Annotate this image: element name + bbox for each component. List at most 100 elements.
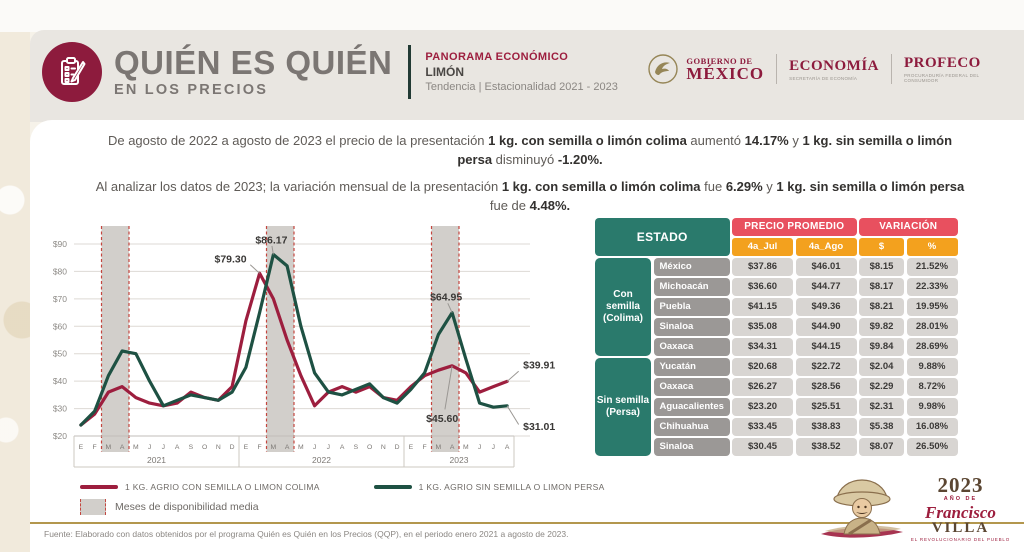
table-value-cell: 8.72%	[906, 378, 958, 396]
table-value-cell: 22.33%	[906, 278, 958, 296]
svg-text:2022: 2022	[312, 455, 331, 465]
table-value-cell: $2.04	[859, 358, 904, 376]
svg-text:$79.30: $79.30	[215, 253, 247, 265]
table-value-cell: $36.60	[732, 278, 793, 296]
table-state-cell: Chihuahua	[653, 418, 730, 436]
svg-text:J: J	[492, 444, 495, 451]
table-header-estado: ESTADO	[595, 218, 730, 256]
logo-divider	[891, 54, 892, 84]
svg-text:J: J	[162, 444, 165, 451]
francisco-villa-logo: 2023 AÑO DE Francisco VILLA EL REVOLUCIO…	[819, 475, 1010, 542]
source-note: Fuente: Elaborado con datos obtenidos po…	[44, 529, 569, 539]
legend-label-bands: Meses de disponibilidad media	[115, 501, 259, 513]
svg-text:$20: $20	[53, 431, 67, 441]
legend-label-persa: 1 KG. AGRIO SIN SEMILLA O LIMON PERSA	[418, 482, 605, 492]
availability-band-swatch	[80, 499, 106, 515]
svg-text:J: J	[478, 444, 481, 451]
svg-text:M: M	[271, 444, 277, 451]
table-value-cell: 9.88%	[906, 358, 958, 376]
villa-caption: EL REVOLUCIONARIO DEL PUEBLO	[910, 536, 1010, 542]
brand: QUIÉN ES QUIÉN EN LOS PRECIOS PANORAMA E…	[42, 42, 618, 102]
header-divider	[408, 45, 412, 99]
svg-text:M: M	[133, 444, 139, 451]
table-value-cell: $9.82	[859, 318, 904, 336]
economia-wordmark: ECONOMÍA	[789, 57, 879, 74]
table-subheader-pesos: $	[859, 238, 904, 256]
villa-year: 2023	[937, 473, 984, 497]
svg-text:E: E	[79, 444, 84, 451]
page-subtitle: EN LOS PRECIOS	[114, 82, 269, 98]
table-group-label: Sin semilla (Persa)	[595, 358, 651, 456]
svg-text:O: O	[202, 444, 207, 451]
table-value-cell: $8.17	[859, 278, 904, 296]
svg-text:F: F	[93, 444, 97, 451]
svg-text:M: M	[106, 444, 112, 451]
table-header-variacion: VARIACIÓN	[859, 218, 958, 236]
svg-text:E: E	[409, 444, 414, 451]
table-state-cell: Aguacalientes	[653, 398, 730, 416]
legend-item-colima: 1 KG. AGRIO CON SEMILLA O LIMON COLIMA	[80, 482, 320, 492]
red-line-swatch	[80, 485, 118, 489]
table-value-cell: $9.84	[859, 338, 904, 356]
table-value-cell: $34.31	[732, 338, 793, 356]
svg-text:$86.17: $86.17	[255, 235, 287, 247]
svg-text:A: A	[175, 444, 180, 451]
table-value-cell: $46.01	[795, 258, 857, 276]
header: QUIÉN ES QUIÉN EN LOS PRECIOS PANORAMA E…	[30, 30, 1024, 122]
profeco-wordmark: PROFECO	[904, 55, 981, 71]
svg-text:J: J	[148, 444, 151, 451]
table-value-cell: $8.07	[859, 438, 904, 456]
table-value-cell: $25.51	[795, 398, 857, 416]
table-state-cell: Yucatán	[653, 358, 730, 376]
table-state-cell: Sinaloa	[653, 438, 730, 456]
svg-text:D: D	[230, 444, 235, 451]
table-value-cell: $30.45	[732, 438, 793, 456]
table-state-cell: Oaxaca	[653, 378, 730, 396]
mexico-label: MÉXICO	[686, 63, 765, 83]
table-value-cell: $20.68	[732, 358, 793, 376]
price-table: ESTADO PRECIO PROMEDIO VARIACIÓN 4a_Jul …	[595, 218, 958, 456]
table-value-cell: $35.08	[732, 318, 793, 336]
economia-caption: SECRETARÍA DE ECONOMÍA	[789, 75, 858, 81]
table-value-cell: $38.52	[795, 438, 857, 456]
svg-text:O: O	[367, 444, 372, 451]
svg-text:N: N	[381, 444, 386, 451]
svg-text:2021: 2021	[147, 455, 166, 465]
table-value-cell: 28.69%	[906, 338, 958, 356]
villa-surname: VILLA	[931, 519, 990, 536]
gobierno-de-mexico-logo: GOBIERNO DE MÉXICO	[646, 52, 764, 86]
footer-divider	[30, 522, 1024, 524]
svg-text:A: A	[120, 444, 125, 451]
villa-ano-de: AÑO DE	[943, 496, 978, 502]
svg-text:$60: $60	[53, 321, 67, 331]
table-value-cell: $44.90	[795, 318, 857, 336]
svg-text:A: A	[285, 444, 290, 451]
table-value-cell: $28.56	[795, 378, 857, 396]
watermark-strip	[0, 0, 30, 552]
table-value-cell: $38.83	[795, 418, 857, 436]
svg-text:$39.91: $39.91	[523, 359, 555, 371]
intro-paragraph-1: De agosto de 2022 a agosto de 2023 el pr…	[107, 133, 953, 167]
table-value-cell: 19.95%	[906, 298, 958, 316]
svg-text:F: F	[423, 444, 427, 451]
legend-label-colima: 1 KG. AGRIO CON SEMILLA O LIMON COLIMA	[125, 482, 320, 492]
content-card: De agosto de 2022 a agosto de 2023 el pr…	[30, 120, 1024, 552]
svg-text:F: F	[258, 444, 262, 451]
government-logos: GOBIERNO DE MÉXICO ECONOMÍA SECRETARÍA D…	[646, 52, 994, 86]
table-value-cell: $33.45	[732, 418, 793, 436]
svg-text:S: S	[354, 444, 359, 451]
svg-text:$70: $70	[53, 294, 67, 304]
table-value-cell: 21.52%	[906, 258, 958, 276]
chart-legend: 1 KG. AGRIO CON SEMILLA O LIMON COLIMA 1…	[80, 482, 659, 522]
svg-text:$45.60: $45.60	[426, 413, 458, 425]
table-value-cell: $23.20	[732, 398, 793, 416]
svg-text:E: E	[244, 444, 249, 451]
svg-text:$64.95: $64.95	[430, 292, 462, 304]
table-value-cell: $22.72	[795, 358, 857, 376]
table-value-cell: $44.77	[795, 278, 857, 296]
table-value-cell: $8.21	[859, 298, 904, 316]
table-value-cell: $8.15	[859, 258, 904, 276]
table-subheader-percent: %	[906, 238, 958, 256]
table-value-cell: $37.86	[732, 258, 793, 276]
eagle-icon	[648, 54, 679, 84]
